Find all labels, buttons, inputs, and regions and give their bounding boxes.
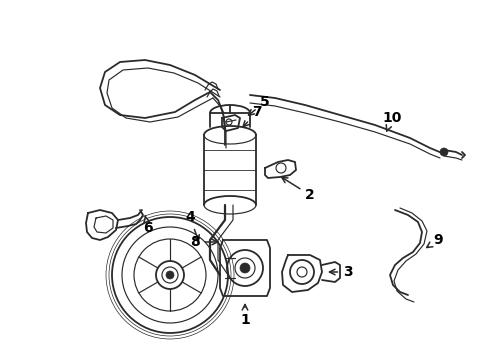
Text: 5: 5 — [248, 95, 270, 115]
Text: 2: 2 — [282, 177, 315, 202]
Text: 1: 1 — [240, 305, 250, 327]
Text: 4: 4 — [185, 210, 199, 241]
Text: 10: 10 — [382, 111, 402, 131]
Circle shape — [240, 263, 250, 273]
Circle shape — [440, 148, 448, 156]
Text: 8: 8 — [190, 235, 218, 249]
Text: 6: 6 — [143, 216, 153, 235]
Text: 7: 7 — [243, 105, 262, 127]
Circle shape — [166, 271, 174, 279]
Text: 3: 3 — [329, 265, 353, 279]
Text: 9: 9 — [427, 233, 443, 248]
